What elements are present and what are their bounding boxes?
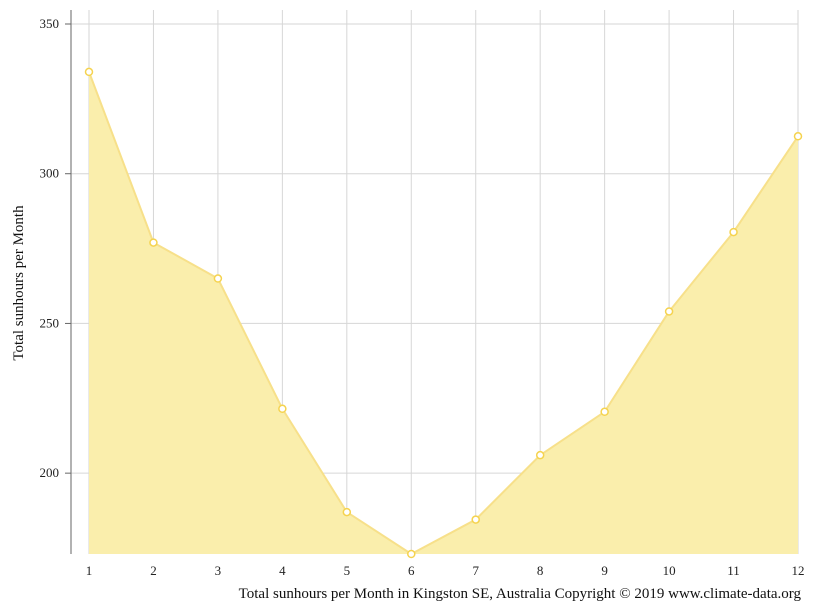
area-layer: [88, 71, 799, 555]
y-tick-label-300: 300: [40, 166, 60, 181]
data-point-month-10: [664, 307, 674, 316]
data-point-month-6: [407, 549, 416, 559]
data-point-month-7: [471, 515, 480, 524]
x-tick-label-5: 5: [344, 563, 351, 578]
x-tick-label-12: 12: [792, 563, 805, 578]
x-tick-label-1: 1: [86, 563, 93, 578]
data-point-month-5: [342, 507, 352, 517]
sunhours-line: [88, 71, 799, 555]
data-point-month-11: [729, 227, 738, 237]
data-point-month-9: [600, 407, 609, 417]
data-point-month-8: [535, 450, 545, 460]
x-tick-label-11: 11: [727, 563, 740, 578]
y-tick-label-200: 200: [40, 465, 60, 480]
chart-caption: Total sunhours per Month in Kingston SE,…: [239, 586, 802, 602]
data-point-month-3: [213, 274, 223, 283]
data-point-month-12: [793, 132, 803, 141]
x-tick-label-3: 3: [215, 563, 222, 578]
data-point-month-4: [278, 404, 287, 414]
x-tick-label-2: 2: [150, 563, 157, 578]
y-tick-label-250: 250: [40, 315, 60, 330]
axes: [65, 10, 72, 554]
data-points: [84, 67, 803, 559]
x-tick-label-4: 4: [279, 563, 286, 578]
y-tick-label-350: 350: [40, 16, 60, 31]
x-tick-label-10: 10: [663, 563, 676, 578]
data-point-month-2: [149, 238, 158, 247]
x-tick-label-6: 6: [408, 563, 415, 578]
x-tick-label-7: 7: [472, 563, 479, 578]
x-tick-label-9: 9: [601, 563, 608, 578]
x-tick-label-8: 8: [537, 563, 544, 578]
y-axis-title: Total sunhours per Month: [11, 205, 27, 361]
sunhours-area: [89, 71, 798, 554]
data-point-month-1: [84, 67, 94, 77]
